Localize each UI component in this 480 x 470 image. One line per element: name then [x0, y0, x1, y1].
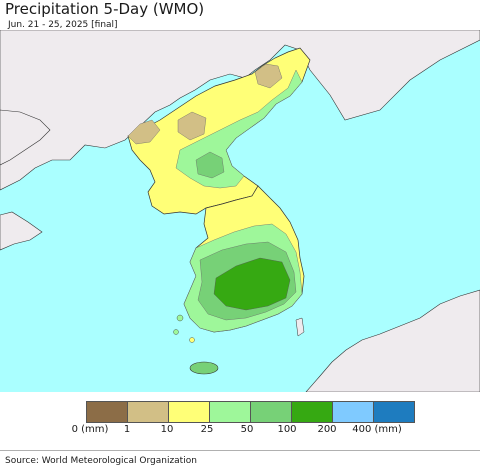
legend-label: 200	[317, 424, 337, 435]
legend-swatch-10	[168, 402, 209, 422]
north-korea-darker-zone	[195, 151, 225, 179]
legend-swatch-50	[250, 402, 291, 422]
north-korea-dry-patch-north	[254, 63, 283, 89]
legend-swatch-0	[87, 402, 127, 422]
jeju-island	[189, 361, 219, 375]
date-range: Jun. 21 - 25, 2025 [final]	[8, 20, 118, 30]
color-legend	[86, 401, 415, 423]
legend-label: 50	[240, 424, 254, 435]
liaodong-peninsula	[0, 109, 51, 166]
south-coast-islet	[189, 337, 195, 343]
north-korea-dry-patch-west	[127, 119, 161, 145]
legend-label: 400 (mm)	[352, 424, 402, 435]
map-title: Precipitation 5-Day (WMO)	[5, 0, 205, 18]
precipitation-map	[0, 30, 480, 392]
legend-label: 1	[123, 424, 131, 435]
japan-kyushu-honshu	[305, 289, 480, 392]
legend-swatch-100	[291, 402, 332, 422]
legend-label: 0 (mm)	[71, 424, 109, 435]
legend-swatch-400	[373, 402, 414, 422]
legend-swatch-25	[209, 402, 250, 422]
tsushima-island	[295, 317, 305, 337]
map-graphic	[0, 30, 480, 392]
southwest-islet	[176, 314, 184, 322]
legend-label: 10	[160, 424, 174, 435]
china-landmass	[0, 30, 480, 191]
north-korea-dry-patch-center	[177, 111, 207, 141]
legend-label: 100	[277, 424, 297, 435]
source-credit: Source: World Meteorological Organizatio…	[5, 456, 197, 466]
footer-divider	[0, 450, 480, 451]
legend-swatch-200	[332, 402, 373, 422]
southwest-islet	[173, 329, 179, 335]
south-korea-heavy-rain-zone	[213, 257, 291, 311]
legend-label: 25	[200, 424, 214, 435]
shandong-coast	[0, 211, 43, 251]
legend-swatch-1	[127, 402, 168, 422]
